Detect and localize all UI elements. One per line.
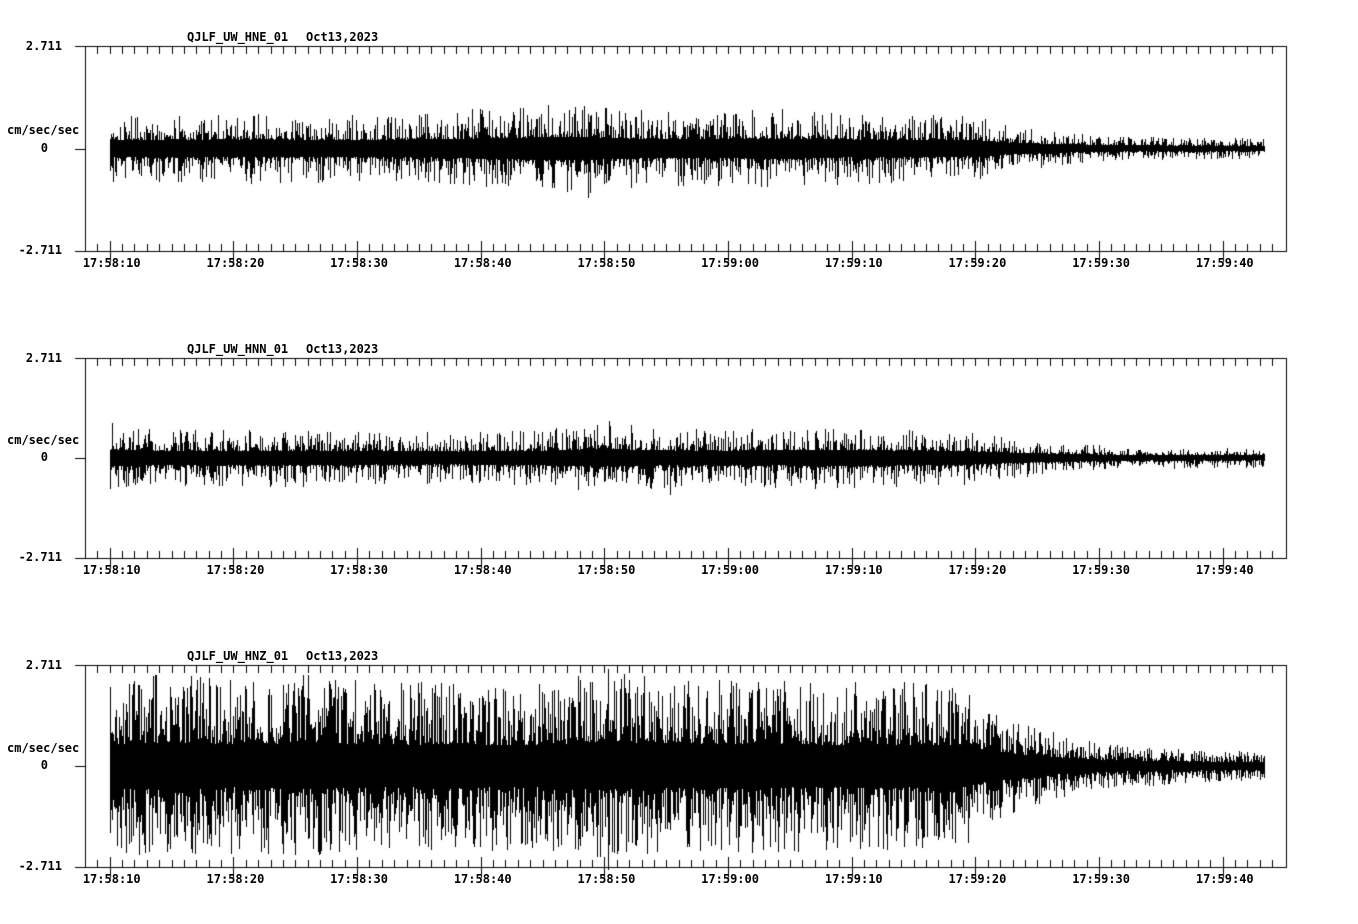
x-tick-label: 17:59:10 [824,563,883,577]
y-tick-zero-label: 0 [40,141,48,155]
date-label: Oct13,2023 [306,30,379,44]
x-tick-label: 17:59:20 [948,872,1007,886]
station-id-label: QJLF_UW_HNE_01 [187,30,289,44]
x-tick-label: 17:58:20 [206,256,265,270]
panel-title-row: QJLF_UW_HNN_01 Oct13,2023 [0,342,1358,356]
x-tick-label: 17:58:30 [330,563,388,577]
date-label: Oct13,2023 [306,649,379,663]
x-tick-label: 17:59:00 [701,256,759,270]
x-tick-label: 17:59:40 [1195,256,1254,270]
y-tick-zero-label: 0 [40,450,48,464]
y-tick-min-label: -2.711 [18,550,62,564]
x-tick-label: 17:59:10 [824,872,883,886]
y-tick-max-label: 2.711 [25,39,62,53]
x-tick-label: 17:58:30 [330,872,388,886]
panel-title-row: QJLF_UW_HNE_01 Oct13,2023 [0,30,1358,44]
x-tick-label: 17:58:50 [577,563,636,577]
x-tick-label: 17:59:20 [948,256,1007,270]
x-tick-label: 17:58:10 [82,563,141,577]
x-tick-label: 17:58:40 [453,256,512,270]
x-tick-label: 17:58:20 [206,563,265,577]
y-axis-units-label: cm/sec/sec [7,433,80,447]
y-tick-max-label: 2.711 [25,351,62,365]
x-tick-label: 17:58:40 [453,563,512,577]
x-tick-label: 17:59:20 [948,563,1007,577]
x-tick-label: 17:58:10 [82,256,141,270]
x-tick-label: 17:59:30 [1072,872,1130,886]
x-tick-labels: 17:58:10 17:58:20 17:58:30 17:58:40 17:58:50… [0,873,1358,887]
x-tick-label: 17:59:10 [824,256,883,270]
x-tick-label: 17:59:00 [701,563,759,577]
y-axis-units-label: cm/sec/sec [7,123,80,137]
station-id-label: QJLF_UW_HNN_01 [187,342,289,356]
y-tick-min-label: -2.711 [18,243,62,257]
x-tick-labels: 17:58:10 17:58:20 17:58:30 17:58:40 17:58:50… [0,257,1358,271]
y-tick-zero-label: 0 [40,758,48,772]
date-label: Oct13,2023 [306,342,379,356]
x-tick-label: 17:59:30 [1072,256,1130,270]
y-tick-max-label: 2.711 [25,658,62,672]
y-tick-min-label: -2.711 [18,859,62,873]
x-tick-label: 17:58:50 [577,256,636,270]
station-id-label: QJLF_UW_HNZ_01 [187,649,289,663]
x-tick-label: 17:59:00 [701,872,759,886]
x-tick-labels: 17:58:10 17:58:20 17:58:30 17:58:40 17:58:50… [0,564,1358,578]
x-tick-label: 17:58:20 [206,872,265,886]
x-tick-label: 17:59:40 [1195,563,1254,577]
panel-title-row: QJLF_UW_HNZ_01 Oct13,2023 [0,649,1358,663]
x-tick-label: 17:58:10 [82,872,141,886]
x-tick-label: 17:59:40 [1195,872,1254,886]
y-axis-units-label: cm/sec/sec [7,741,80,755]
x-tick-label: 17:58:40 [453,872,512,886]
x-tick-label: 17:58:50 [577,872,636,886]
x-tick-label: 17:59:30 [1072,563,1130,577]
x-tick-label: 17:58:30 [330,256,388,270]
